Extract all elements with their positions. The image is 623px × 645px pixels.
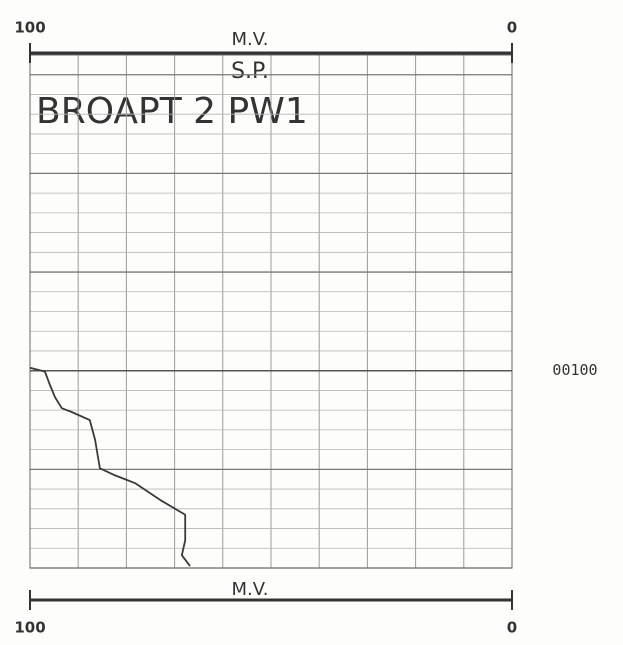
x-axis-label-top: M.V.: [232, 29, 269, 50]
x-tick-label: 100: [14, 19, 45, 37]
y-tick-label: 00100: [552, 361, 597, 379]
subtitle: S.P.: [231, 59, 269, 84]
chart-title: BROAPT 2 PW1: [36, 91, 308, 132]
x-tick-label: 100: [14, 619, 45, 637]
plot-frame: [29, 54, 513, 569]
x-axis-label-bottom: M.V.: [232, 579, 269, 600]
sp-curve: [29, 366, 191, 567]
x-tick-label: 0: [507, 619, 517, 637]
x-tick-label: 0: [507, 19, 517, 37]
